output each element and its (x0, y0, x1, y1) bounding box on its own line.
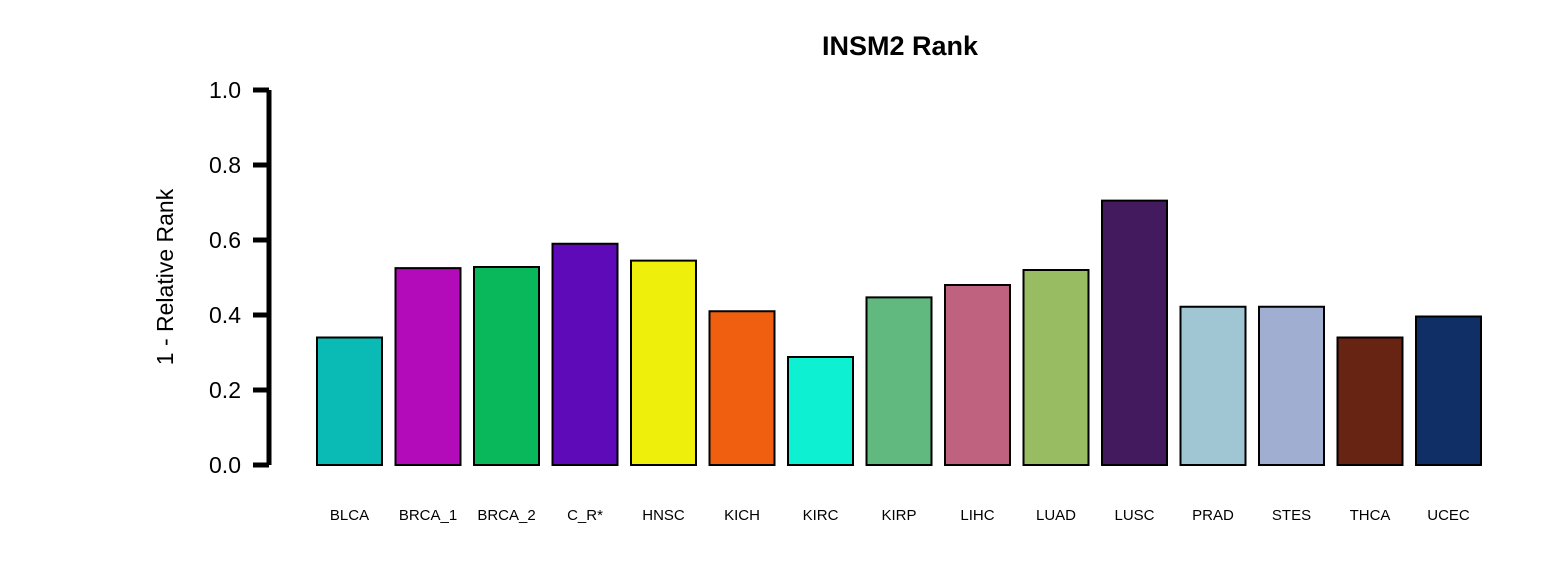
x-tick-label: BRCA_2 (477, 507, 535, 524)
bar-brca-2 (473, 266, 540, 466)
x-tick-label: PRAD (1192, 507, 1234, 524)
bar-lihc (944, 284, 1011, 466)
bar-ucec (1415, 315, 1482, 466)
x-tick-label: KICH (724, 507, 760, 524)
bar-luad (1022, 269, 1090, 466)
y-tick-label: 0.2 (209, 377, 241, 403)
y-tick-label: 0.4 (209, 302, 241, 328)
bar-thca (1336, 336, 1404, 466)
bar-brca-1 (394, 267, 462, 466)
x-tick-label: LIHC (960, 507, 994, 524)
x-tick-labels: BLCA BRCA_1 BRCA_2 C_R* HNSC KICH KIRC KIRP LIHC… (330, 507, 1470, 524)
y-tick-label: 1.0 (209, 77, 241, 103)
x-tick-label: KIRP (881, 507, 916, 524)
x-tick-label: BRCA_1 (399, 507, 457, 524)
y-axis-label: 1 - Relative Rank (152, 188, 178, 365)
bar-kirc (787, 356, 854, 466)
bar-c-r- (551, 242, 619, 466)
y-axis: 0.0 0.2 0.4 0.6 0.8 1.0 (209, 77, 272, 478)
bar-stes (1258, 305, 1325, 466)
x-tick-label: STES (1272, 507, 1311, 524)
chart-title: INSM2 Rank (822, 31, 979, 61)
x-tick-label: LUAD (1036, 507, 1076, 524)
x-tick-label: LUSC (1114, 507, 1154, 524)
bar-hnsc (630, 259, 697, 466)
x-tick-label: THCA (1350, 507, 1391, 524)
y-tick-label: 0.8 (209, 152, 241, 178)
x-tick-label: KIRC (803, 507, 839, 524)
x-tick-label: HNSC (642, 507, 685, 524)
x-tick-label: C_R* (567, 507, 603, 524)
x-tick-label: BLCA (330, 507, 369, 524)
bar-kich (708, 310, 776, 466)
bar-blca (316, 336, 383, 466)
y-tick-label: 0.0 (209, 452, 241, 478)
bars (316, 199, 1482, 466)
bar-kirp (865, 296, 933, 466)
x-tick-label: UCEC (1427, 507, 1470, 524)
y-tick-label: 0.6 (209, 227, 241, 253)
bar-lusc (1101, 199, 1168, 466)
bar-prad (1179, 305, 1247, 466)
